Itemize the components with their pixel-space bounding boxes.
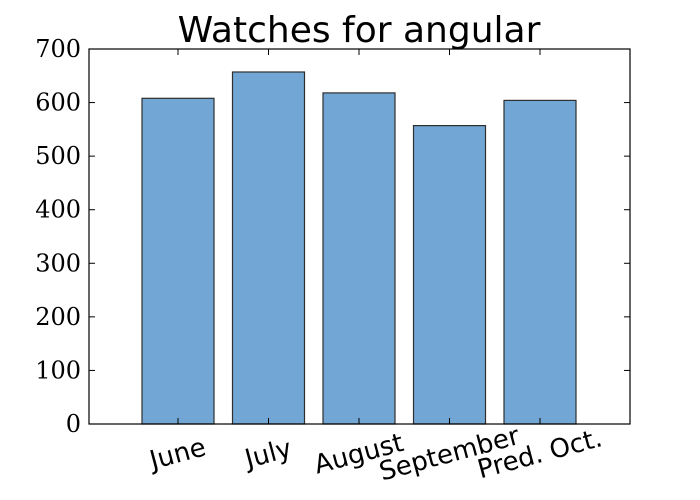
y-tick-label: 400 <box>35 196 81 224</box>
bar-september <box>412 124 487 425</box>
y-axis-tick-labels: 0 100 200 300 400 500 600 700 <box>35 35 81 438</box>
y-tick-label: 600 <box>35 89 81 117</box>
x-tick-label: June <box>145 432 209 476</box>
plot-frame <box>88 48 631 425</box>
y-tick-label: 100 <box>35 356 81 384</box>
y-tick-label: 700 <box>35 35 81 63</box>
y-tick-label: 300 <box>35 249 81 277</box>
y-tick-label: 500 <box>35 142 81 170</box>
bar-pred-oct <box>503 99 577 425</box>
chart-title: Watches for angular <box>178 10 541 51</box>
bar-july <box>231 71 306 425</box>
y-tick-label: 200 <box>35 303 81 331</box>
bars-layer <box>141 71 577 425</box>
y-tick-label: 0 <box>66 410 81 438</box>
bar-june <box>141 97 215 425</box>
bar-august <box>322 92 396 425</box>
x-tick-label: July <box>240 434 295 476</box>
